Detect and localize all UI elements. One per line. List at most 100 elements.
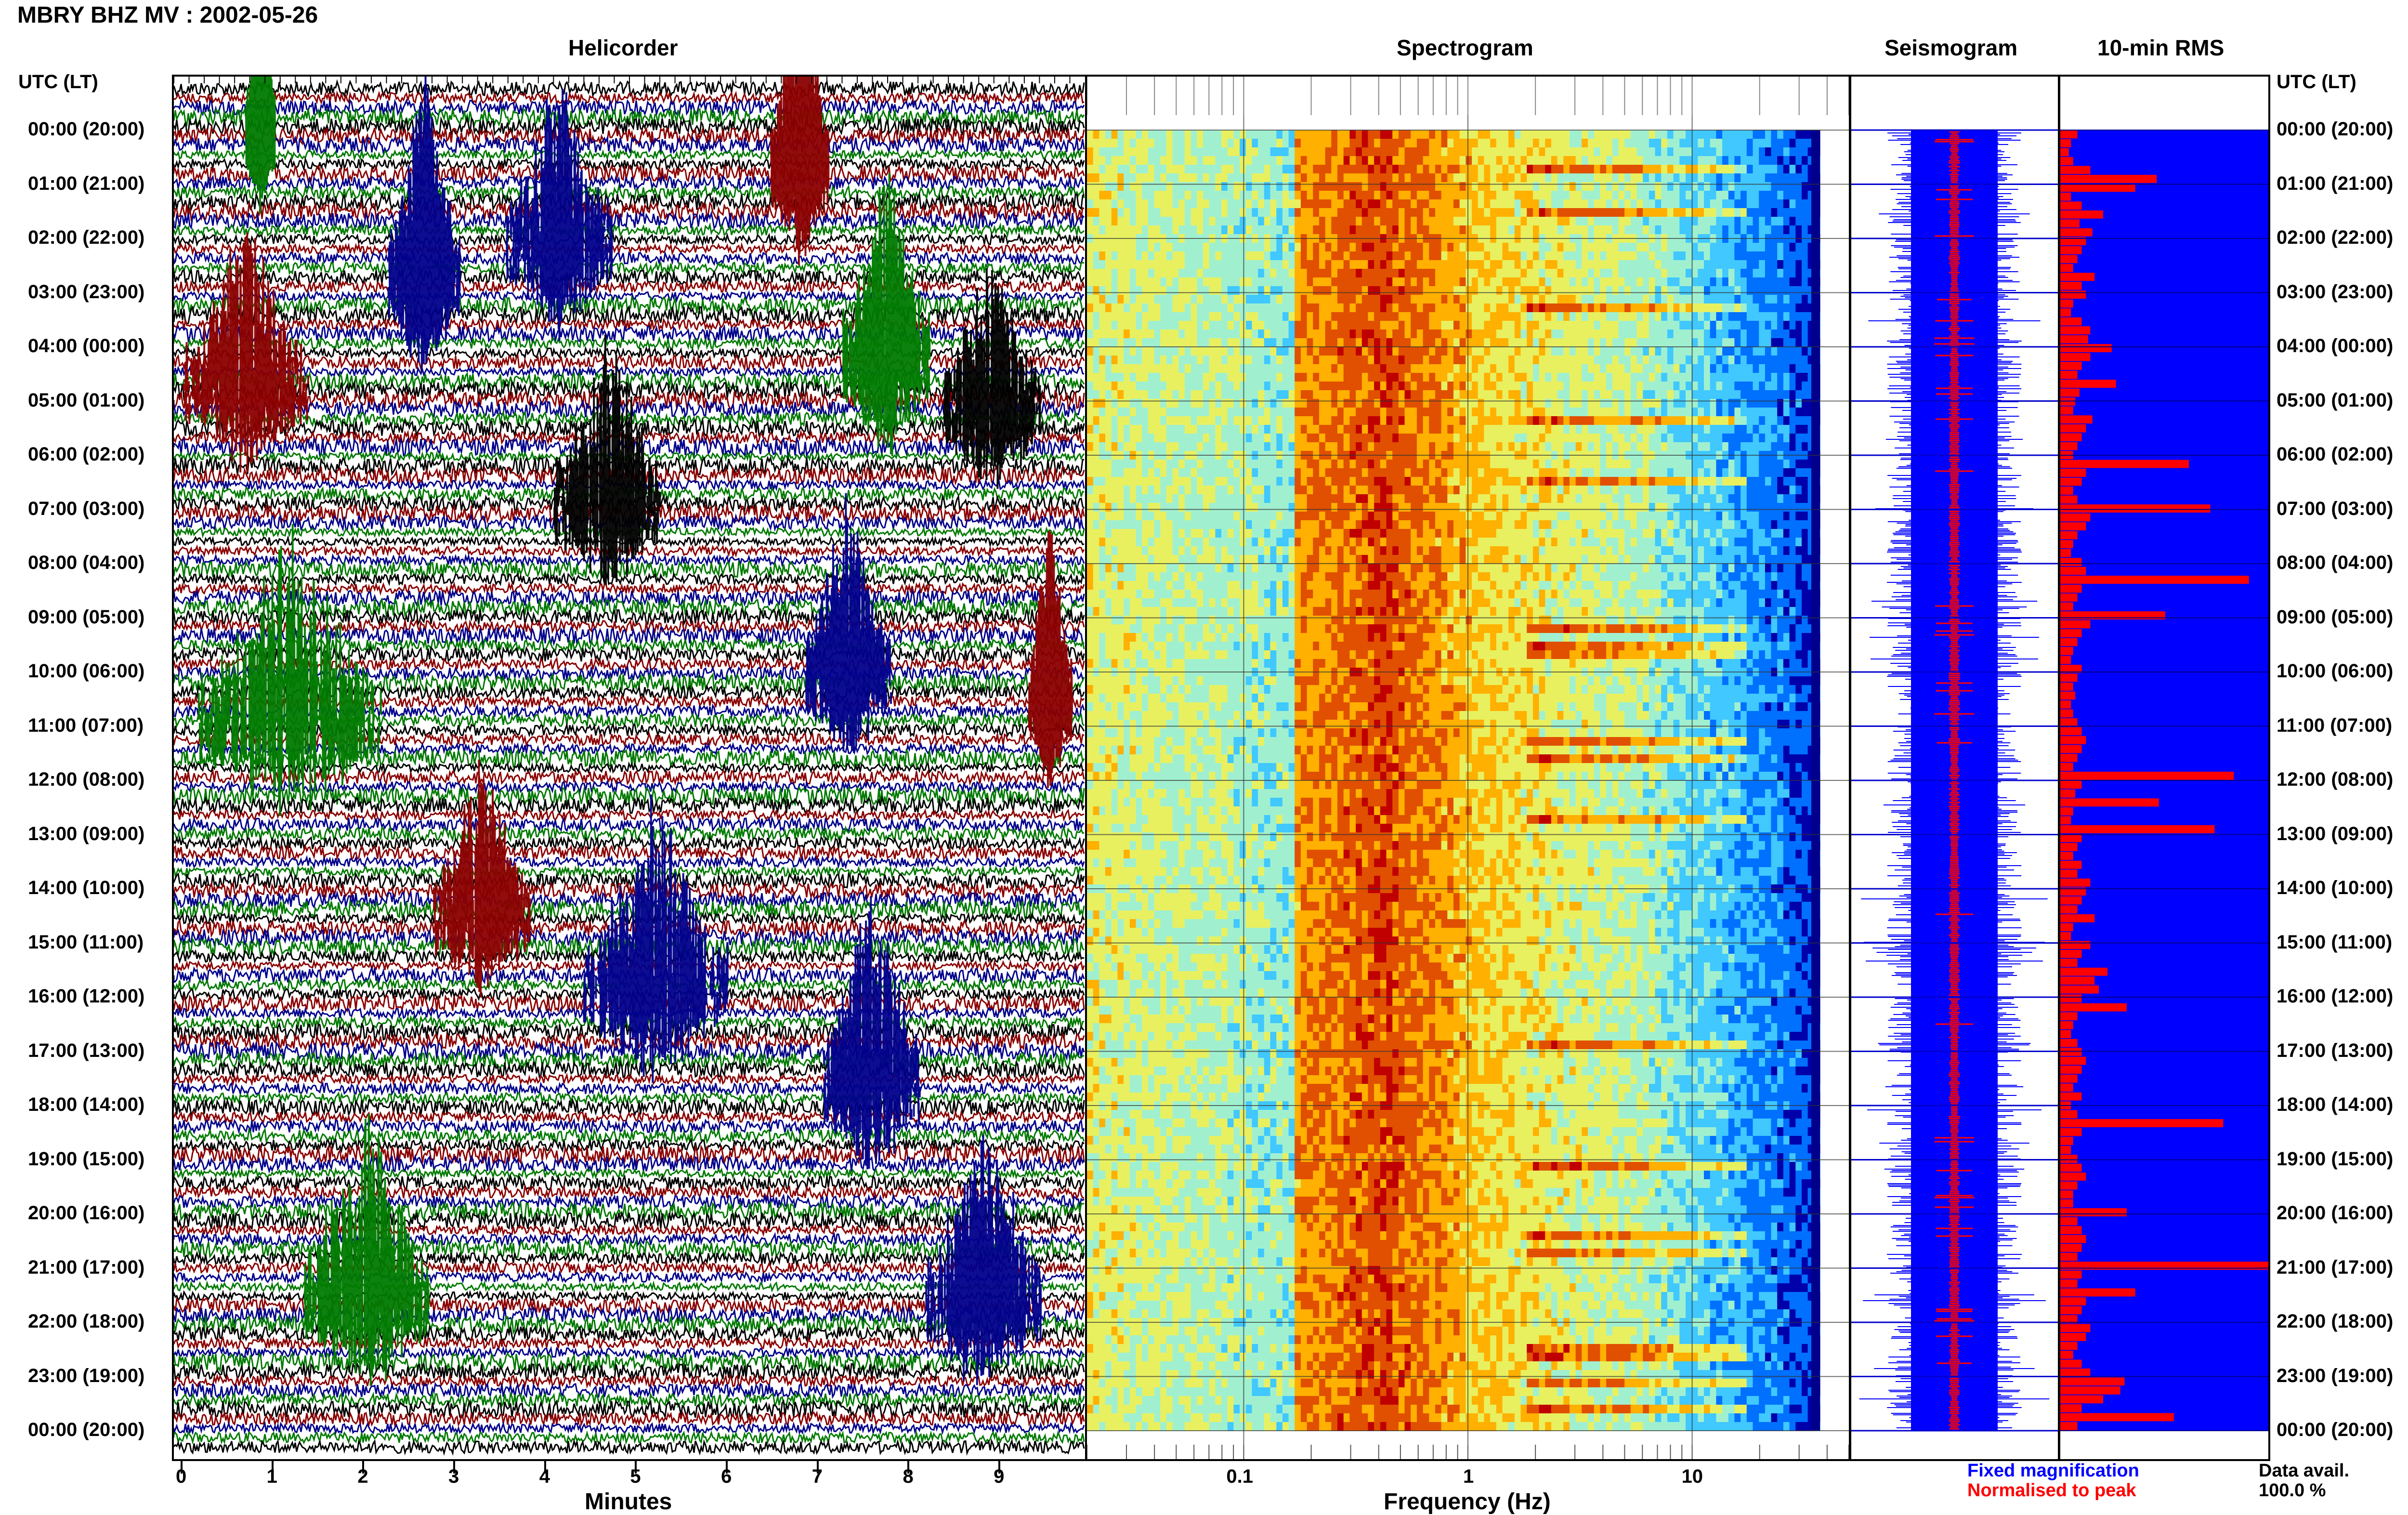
- spectrogram-cell: [1154, 139, 1161, 148]
- spectrogram-cell: [1258, 408, 1264, 417]
- spectrogram-cell: [1790, 321, 1796, 330]
- spectrogram-cell: [1594, 286, 1600, 295]
- helicorder-trace: [174, 225, 1084, 236]
- spectrogram-cell: [1637, 260, 1643, 269]
- spectrogram-cell: [1411, 260, 1417, 269]
- spectrogram-cell: [1166, 208, 1173, 217]
- spectrogram-cell: [1698, 434, 1704, 443]
- spectrogram-cell: [1295, 416, 1301, 425]
- spectrogram-cell: [1387, 399, 1393, 408]
- spectrogram-cell: [1515, 260, 1521, 269]
- spectrogram-cell: [1453, 373, 1460, 382]
- spectrogram-cell: [1380, 191, 1387, 200]
- spectrogram-cell: [1203, 243, 1209, 252]
- spectrogram-cell: [1221, 329, 1228, 339]
- spectrogram-cell: [1570, 390, 1576, 399]
- spectrogram-cell: [1240, 425, 1246, 434]
- spectrogram-cell: [1802, 338, 1808, 347]
- spectrogram-cell: [1289, 442, 1295, 451]
- spectrogram-cell: [1619, 312, 1625, 321]
- spectrogram-cell: [1582, 165, 1588, 174]
- spectrogram-cell: [1215, 338, 1221, 347]
- spectrogram-cell: [1307, 269, 1313, 278]
- spectrogram-cell: [1387, 442, 1393, 451]
- spectrogram-cell: [1612, 139, 1619, 148]
- spectrogram-cell: [1331, 364, 1337, 373]
- spectrogram-cell: [1417, 399, 1423, 408]
- spectrogram-cell: [1331, 225, 1337, 235]
- spectrogram-cell: [1661, 286, 1667, 295]
- spectrogram-cell: [1551, 303, 1557, 313]
- spectrogram-cell: [1099, 147, 1105, 157]
- spectrogram-cell: [1112, 208, 1118, 217]
- spectrogram-cell: [1124, 156, 1130, 165]
- spectrogram-cell: [1588, 434, 1594, 443]
- spectrogram-cell: [1331, 173, 1337, 183]
- spectrogram-cell: [1649, 199, 1655, 209]
- spectrogram-cell: [1117, 460, 1124, 469]
- spectrogram-cell: [1295, 399, 1301, 408]
- spectrogram-cell: [1557, 191, 1564, 200]
- spectrogram-cell: [1417, 173, 1423, 183]
- spectrogram-cell: [1710, 147, 1716, 157]
- spectrogram-cell: [1380, 243, 1387, 252]
- spectrogram-cell: [1612, 260, 1619, 269]
- spectrogram-cell: [1655, 295, 1662, 304]
- spectrogram-cell: [1276, 243, 1283, 252]
- spectrogram-cell: [1344, 338, 1350, 347]
- spectrogram-cell: [1606, 408, 1612, 417]
- spectrogram-cell: [1087, 425, 1093, 434]
- spectrogram-cell: [1349, 165, 1356, 174]
- spectrogram-cell: [1301, 208, 1307, 217]
- spectrogram-cell: [1606, 425, 1612, 434]
- spectrogram-cell: [1221, 251, 1228, 261]
- spectrogram-cell: [1515, 329, 1521, 339]
- spectrogram-cell: [1387, 147, 1393, 157]
- spectrogram-cell: [1160, 199, 1166, 209]
- spectrogram-cell: [1765, 156, 1771, 165]
- spectrogram-cell: [1478, 347, 1484, 356]
- spectrogram-cell: [1387, 390, 1393, 399]
- spectrogram-cell: [1484, 321, 1490, 330]
- spectrogram-cell: [1099, 303, 1105, 313]
- spectrogram-cell: [1435, 295, 1441, 304]
- spectrogram-cell: [1117, 434, 1124, 443]
- spectrogram-cell: [1508, 199, 1515, 209]
- spectrogram-cell: [1741, 199, 1747, 209]
- spectrogram-cell: [1460, 156, 1466, 165]
- spectrogram-cell: [1447, 165, 1453, 174]
- spectrogram-cell: [1478, 217, 1484, 226]
- spectrogram-cell: [1331, 199, 1337, 209]
- spectrogram-cell: [1734, 182, 1741, 191]
- spectrogram-cell: [1228, 165, 1234, 174]
- spectrogram-cell: [1173, 251, 1179, 261]
- spectrogram-cell: [1637, 251, 1643, 261]
- spectrogram-cell: [1521, 356, 1527, 365]
- spectrogram-cell: [1233, 312, 1240, 321]
- spectrogram-cell: [1722, 139, 1728, 148]
- spectrogram-cell: [1557, 434, 1564, 443]
- spectrogram-cell: [1142, 390, 1148, 399]
- spectrogram-cell: [1722, 312, 1728, 321]
- spectrogram-cell: [1600, 191, 1606, 200]
- spectrogram-cell: [1423, 199, 1429, 209]
- spectrogram-cell: [1233, 399, 1240, 408]
- spectrogram-cell: [1252, 373, 1258, 382]
- spectrogram-cell: [1124, 329, 1130, 339]
- spectrogram-cell: [1594, 147, 1600, 157]
- spectrogram-cell: [1112, 147, 1118, 157]
- spectrogram-cell: [1246, 199, 1252, 209]
- spectrogram-cell: [1802, 251, 1808, 261]
- spectrogram-cell: [1545, 243, 1551, 252]
- spectrogram-cell: [1417, 217, 1423, 226]
- spectrogram-cell: [1295, 225, 1301, 235]
- spectrogram-cell: [1795, 182, 1802, 191]
- spectrogram-cell: [1093, 208, 1099, 217]
- helicorder-trace: [174, 253, 1084, 264]
- spectrogram-cell: [1795, 408, 1802, 417]
- spectrogram-cell: [1716, 364, 1722, 373]
- spectrogram-cell: [1276, 390, 1283, 399]
- spectrogram-cell: [1490, 217, 1496, 226]
- time-tick-left: 06:00 (02:00): [28, 444, 144, 465]
- spectrogram-cell: [1380, 173, 1387, 183]
